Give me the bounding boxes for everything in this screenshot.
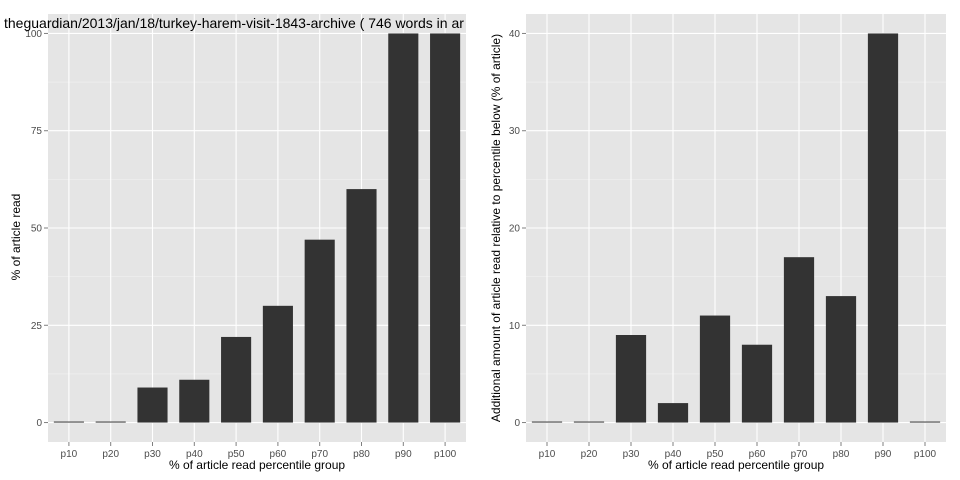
y-axis-ticks: 0 25 50 75 100 [25,29,48,429]
y-tick-label: 50 [31,224,43,235]
y-axis-title: % of article read [9,194,23,281]
bar-p50 [699,315,731,423]
bar-p20 [573,421,605,423]
x-axis-title: % of article read percentile group [169,458,345,472]
bar-p60 [741,344,773,423]
x-tick-label: p60 [749,449,766,460]
y-tick-label: 0 [514,418,520,429]
x-axis-title: % of article read percentile group [648,458,824,472]
bar-p30 [137,387,168,423]
y-tick-label: 0 [36,418,42,429]
x-tick-label: p30 [623,449,640,460]
y-axis-ticks: 0 10 20 30 40 [509,29,526,429]
x-tick-label: p60 [270,449,287,460]
x-tick-label: p80 [353,449,370,460]
bar-p60 [262,305,293,423]
x-tick-label: p20 [581,449,598,460]
bar-p100 [909,421,941,423]
bar-p90 [388,33,419,423]
y-tick-label: 30 [509,126,521,137]
x-tick-label: p20 [102,449,119,460]
x-tick-label: p80 [833,449,850,460]
bar-p70 [304,239,335,423]
x-tick-label: p50 [228,449,245,460]
x-tick-label: p100 [434,449,457,460]
bar-p80 [346,189,377,423]
chart-title: theguardian/2013/jan/18/turkey-harem-vis… [4,15,464,31]
bar-p80 [825,296,857,423]
y-tick-label: 100 [25,29,42,40]
x-axis-ticks: p10 p20 p30 p40 p50 p60 p70 p80 p90 p100 [539,442,937,460]
bar-p40 [179,379,210,423]
x-tick-label: p100 [914,449,937,460]
bar-p10 [53,421,84,423]
bar-p70 [783,257,815,423]
bar-p10 [531,421,563,423]
x-tick-label: p70 [791,449,808,460]
x-tick-label: p10 [61,449,78,460]
x-tick-label: p30 [144,449,161,460]
y-tick-label: 75 [31,126,43,137]
bar-p30 [615,335,647,423]
y-tick-label: 40 [509,29,521,40]
x-tick-label: p90 [395,449,412,460]
x-tick-label: p50 [707,449,724,460]
x-axis-ticks: p10 p20 p30 p40 p50 p60 p70 p80 p90 p100 [61,442,457,460]
x-tick-label: p90 [875,449,892,460]
y-tick-label: 10 [509,321,521,332]
bars [53,33,461,423]
x-tick-label: p10 [539,449,556,460]
x-tick-label: p40 [186,449,203,460]
bar-p40 [657,403,689,423]
y-tick-label: 20 [509,224,521,235]
bars [531,33,941,423]
bar-p20 [95,421,126,423]
x-tick-label: p70 [311,449,328,460]
x-tick-label: p40 [665,449,682,460]
bar-p90 [867,33,899,423]
y-tick-label: 25 [31,321,43,332]
bar-p50 [221,336,252,423]
y-axis-title: Additional amount of article read relati… [489,34,503,422]
bar-p100 [430,33,461,423]
